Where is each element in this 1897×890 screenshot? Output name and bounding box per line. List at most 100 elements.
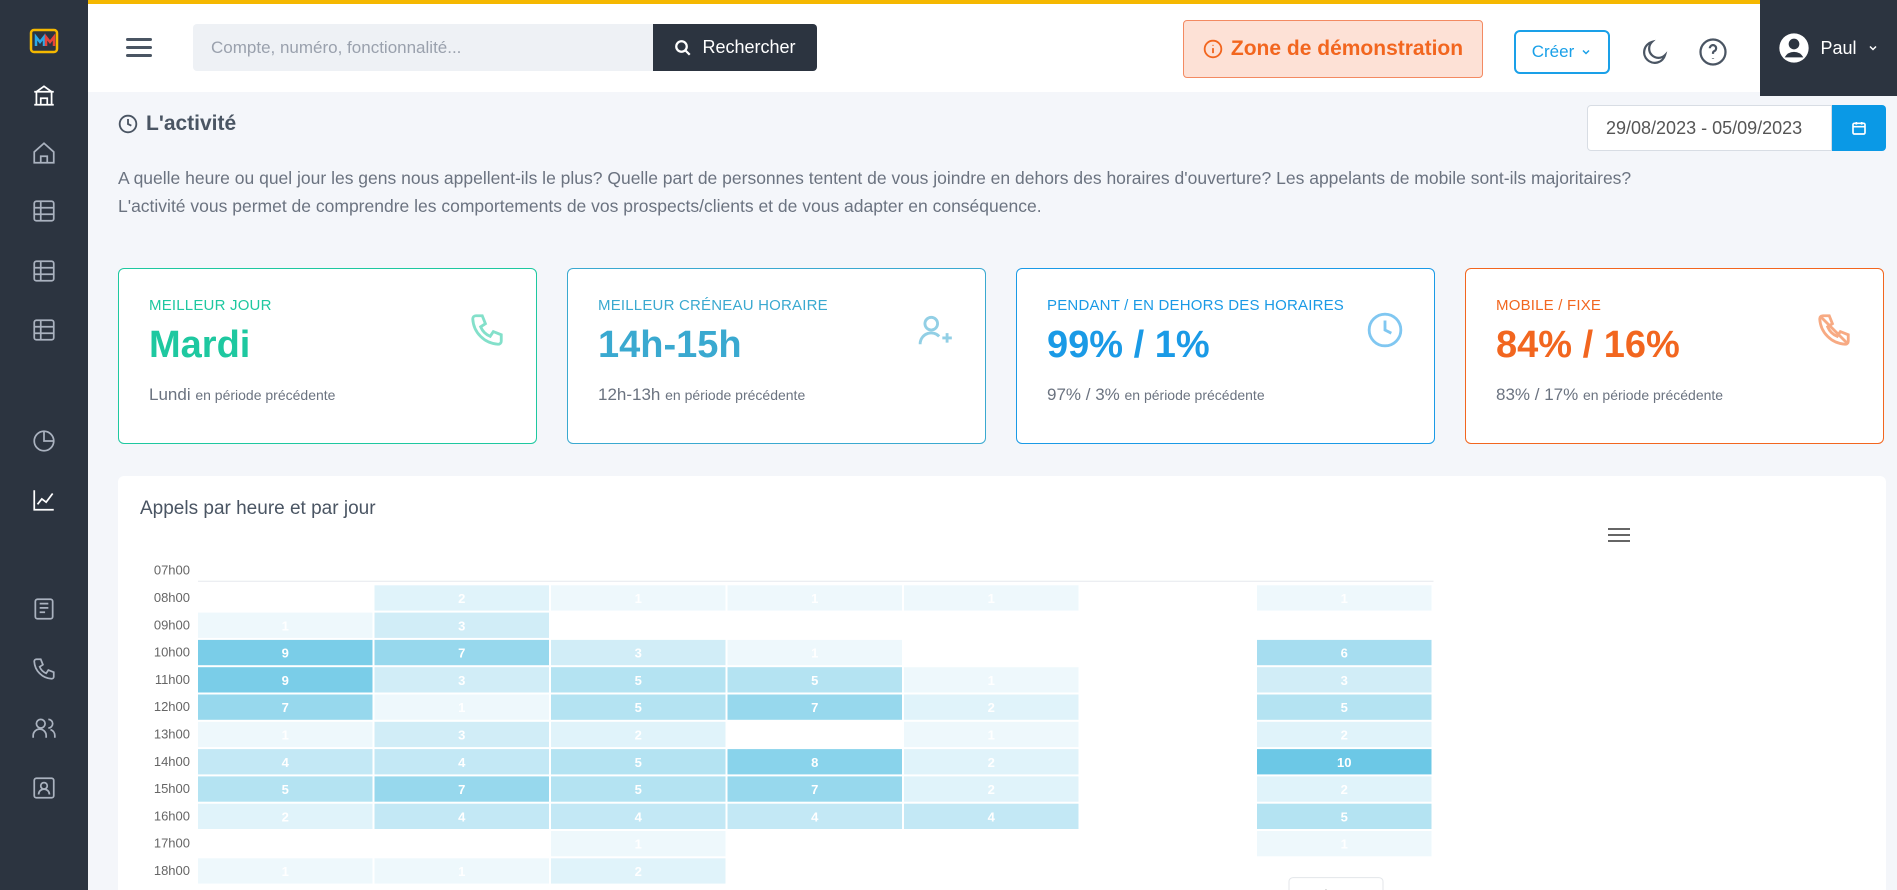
heatmap-cell	[1257, 721, 1432, 748]
card-previous-value: Lundi	[149, 385, 191, 404]
heatmap-cell	[551, 749, 726, 775]
heatmap-cell-label: 4	[458, 755, 466, 770]
heatmap-cell-label: 7	[282, 700, 289, 715]
y-tick-label: 09h00	[154, 617, 190, 632]
heatmap-cell	[374, 776, 549, 802]
chevron-down-icon	[1868, 45, 1877, 51]
calls-heatmap-panel: 07h00 08h00 2 1 1 1 1 09h00 1 3 10h00 9 7 3 1 6 11h00 9 3 5…	[118, 476, 1886, 890]
user-avatar-icon	[1779, 33, 1810, 63]
heatmap-cell-label: 5	[635, 673, 642, 688]
search-input[interactable]	[193, 24, 653, 71]
heatmap-cell	[904, 803, 1079, 829]
heatmap-cell-label: 3	[458, 618, 465, 633]
card-value: 84% / 16%	[1496, 324, 1680, 366]
heatmap-cell	[551, 667, 726, 693]
y-tick-label: 07h00	[154, 563, 190, 578]
heatmap-cell-label: 2	[988, 755, 995, 770]
best-day-card: MEILLEUR JOUR Mardi Lundi en période pré…	[118, 268, 537, 444]
date-range-input[interactable]	[1587, 105, 1832, 151]
card-previous-suffix: en période précédente	[1582, 387, 1724, 403]
card-label: MOBILE / FIXE	[1496, 297, 1602, 314]
heatmap-cell-label: 1	[1341, 837, 1348, 852]
line-chart-icon[interactable]	[29, 485, 59, 515]
heatmap-cell	[198, 667, 373, 693]
heatmap-cell	[198, 858, 373, 884]
heatmap-cell-label: 1	[988, 673, 995, 688]
card-previous-value: 83% / 17%	[1496, 385, 1579, 404]
heatmap-cell-label: 8	[811, 755, 818, 770]
heatmap-cell-label: 9	[282, 673, 289, 688]
heatmap-cell-label: 2	[1341, 727, 1348, 742]
home-icon[interactable]	[29, 138, 59, 168]
heatmap-cell-label: 3	[1341, 673, 1348, 688]
contact-card-icon[interactable]	[29, 773, 59, 803]
building-icon[interactable]	[29, 80, 59, 110]
grid-icon[interactable]	[29, 315, 59, 345]
heatmap-cell	[904, 585, 1079, 611]
chart-menu-icon[interactable]	[1608, 528, 1630, 544]
sidebar	[0, 0, 88, 890]
users-icon[interactable]	[29, 713, 59, 743]
heatmap-cell-label: 2	[635, 727, 642, 742]
newspaper-icon[interactable]	[29, 594, 59, 624]
heatmap-cell	[551, 831, 726, 857]
clock-icon	[118, 114, 138, 134]
heatmap-cell-label: 5	[282, 782, 289, 797]
heatmap-cell	[904, 776, 1079, 802]
heatmap-cell-label: 5	[635, 782, 642, 797]
heatmap-cell-label: 2	[635, 864, 642, 879]
mobile-landline-card: MOBILE / FIXE 84% / 16% 83% / 17% en pér…	[1465, 268, 1884, 444]
card-value: 14h-15h	[598, 324, 742, 366]
heatmap-cell	[551, 694, 726, 720]
heatmap-cell	[1257, 667, 1432, 693]
heatmap-cell-label: 1	[458, 864, 465, 879]
heatmap-cell	[551, 776, 726, 802]
heatmap-cell-label: 1	[988, 591, 995, 606]
heatmap-cell	[1257, 694, 1432, 720]
heatmap-cell	[1257, 585, 1432, 611]
y-tick-label: 13h00	[154, 726, 190, 741]
heatmap-cell-label: 3	[458, 673, 465, 688]
dark-mode-moon-icon[interactable]	[1640, 37, 1670, 67]
pie-chart-icon[interactable]	[29, 426, 59, 456]
business-hours-card: PENDANT / EN DEHORS DES HORAIRES 99% / 1…	[1016, 268, 1435, 444]
heatmap-cell	[374, 721, 549, 748]
app-logo-icon[interactable]	[29, 26, 59, 56]
heatmap-cell-label: 7	[811, 782, 818, 797]
phone-icon[interactable]	[29, 654, 59, 684]
user-menu[interactable]: Paul	[1760, 0, 1897, 96]
heatmap-cell	[374, 639, 549, 666]
heatmap-cell-label: 1	[458, 700, 465, 715]
heatmap-cell-label: 1	[635, 837, 642, 852]
heatmap-cell-label: 9	[282, 646, 289, 661]
search-button[interactable]: Rechercher	[653, 24, 817, 71]
heatmap-cell	[374, 749, 549, 775]
heatmap-cell-label: 4	[458, 809, 466, 824]
heatmap-cell-label: 4	[635, 809, 643, 824]
y-tick-label: 11h00	[155, 672, 190, 687]
grid-icon[interactable]	[29, 256, 59, 286]
heatmap-cell-label: 3	[635, 646, 642, 661]
calendar-button[interactable]	[1832, 105, 1886, 151]
card-previous: 83% / 17% en période précédente	[1496, 385, 1853, 405]
help-icon[interactable]	[1698, 37, 1728, 67]
card-label: PENDANT / EN DEHORS DES HORAIRES	[1047, 297, 1345, 314]
search-button-label: Rechercher	[702, 37, 796, 57]
heatmap-cell-label: 5	[1341, 700, 1348, 715]
heatmap-cell-label: 7	[458, 646, 465, 661]
heatmap-cell	[198, 776, 373, 802]
heatmap-cell-label: 10	[1337, 755, 1351, 770]
heatmap-cell-label: 2	[988, 782, 995, 797]
heatmap-cell	[727, 694, 902, 720]
heatmap-cell	[551, 639, 726, 666]
heatmap-cell	[374, 694, 549, 720]
menu-toggle-icon[interactable]	[126, 38, 152, 60]
y-tick-label: 14h00	[154, 754, 190, 769]
y-tick-label: 15h00	[154, 781, 190, 796]
grid-icon[interactable]	[29, 196, 59, 226]
heatmap-cell-label: 1	[635, 591, 642, 606]
y-tick-label: 17h00	[154, 836, 190, 851]
description-line-2: L'activité vous permet de comprendre les…	[118, 196, 1042, 216]
create-button[interactable]: Créer	[1514, 30, 1610, 74]
heatmap-cell-label: 5	[635, 700, 642, 715]
